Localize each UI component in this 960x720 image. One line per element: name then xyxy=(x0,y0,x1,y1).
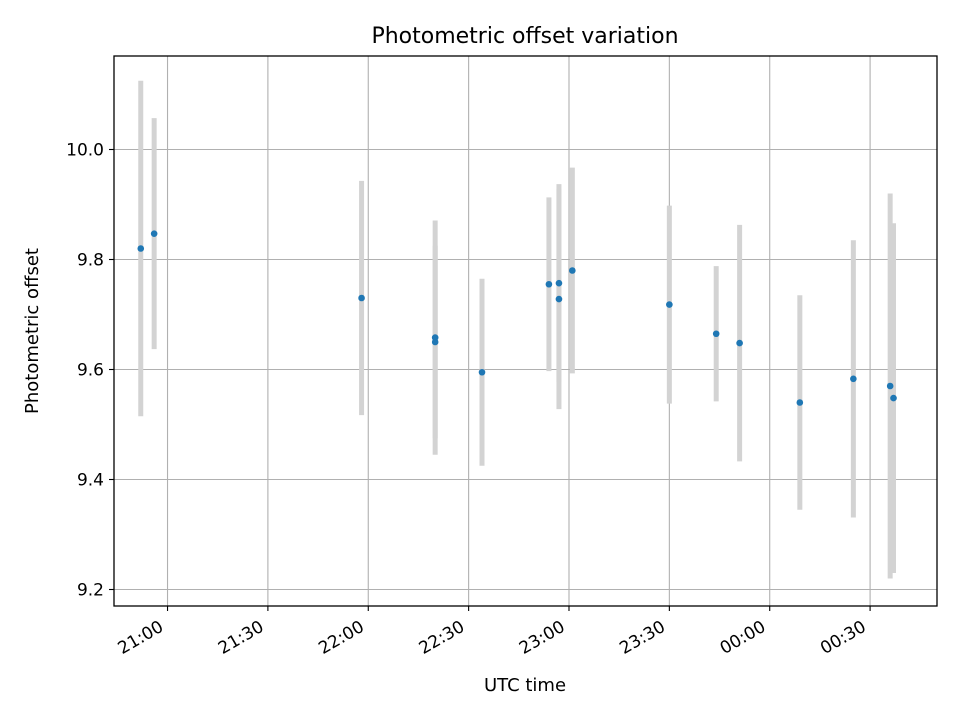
data-point xyxy=(712,330,720,338)
data-points xyxy=(137,230,897,406)
x-tick-label: 21:00 xyxy=(115,617,167,659)
y-axis-label: Photometric offset xyxy=(22,248,43,414)
x-tick-label: 23:30 xyxy=(616,617,668,659)
y-tick-label: 9.8 xyxy=(77,251,104,271)
data-point xyxy=(478,368,486,376)
data-point xyxy=(796,399,804,406)
data-point xyxy=(431,338,439,346)
x-axis-ticks: 21:00 21:30 22:00 22:30 23:00 23:30 00:00 00:30 xyxy=(115,606,871,659)
data-point xyxy=(137,245,145,252)
plot-frame xyxy=(113,55,938,607)
data-point xyxy=(850,375,857,383)
data-point xyxy=(545,280,553,288)
grid-lines xyxy=(114,56,937,606)
y-tick-label: 9.4 xyxy=(77,471,104,491)
data-point xyxy=(358,294,365,302)
x-tick-label: 22:30 xyxy=(416,617,468,659)
x-tick-label: 22:00 xyxy=(315,617,367,659)
x-tick-label: 00:00 xyxy=(717,617,769,659)
data-point xyxy=(555,279,563,287)
data-point xyxy=(569,267,576,274)
data-point xyxy=(886,382,894,390)
error-bars xyxy=(138,80,897,579)
chart-title: Photometric offset variation xyxy=(371,24,678,49)
y-axis-ticks: 9.2 9.4 9.6 9.8 10.0 xyxy=(66,141,114,601)
y-tick-label: 10.0 xyxy=(66,141,104,161)
y-tick-label: 9.2 xyxy=(77,581,104,601)
x-tick-label: 21:30 xyxy=(215,617,267,659)
data-point xyxy=(150,230,158,237)
data-point xyxy=(890,394,897,402)
data-point xyxy=(736,339,743,347)
data-point xyxy=(555,295,563,303)
x-axis-label: UTC time xyxy=(484,675,566,696)
x-tick-label: 00:30 xyxy=(817,617,869,659)
data-point xyxy=(666,301,673,308)
y-tick-label: 9.6 xyxy=(77,361,104,381)
x-tick-label: 23:00 xyxy=(516,617,568,659)
